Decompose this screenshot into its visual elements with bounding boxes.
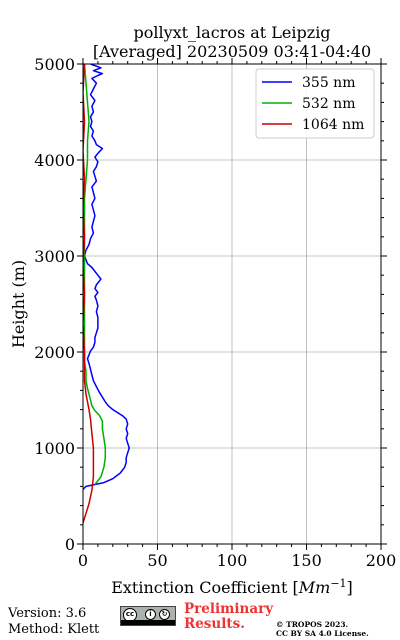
x-axis-label-unit: Mm (298, 578, 331, 597)
y-tick-label: 4000 (34, 151, 75, 170)
method-text: Method: Klett (8, 622, 100, 637)
x-tick-label: 50 (147, 551, 167, 570)
version-text: Version: 3.6 (8, 606, 87, 621)
x-tick-label: 100 (217, 551, 248, 570)
series-line-1064-nm (83, 64, 95, 524)
legend-box (255, 68, 375, 139)
x-tick-label: 0 (78, 551, 88, 570)
preliminary-line-1: Preliminary (184, 601, 274, 617)
copyright-notice: © TROPOS 2023. CC BY SA 4.0 License. (276, 620, 369, 638)
legend-label: 532 nm (302, 96, 355, 112)
series-line-532-nm (83, 64, 107, 485)
chart-subtitle: [Averaged] 20230509 03:41-04:40 (93, 42, 371, 61)
y-tick-label: 0 (65, 535, 75, 554)
y-axis-label: Height (m) (9, 260, 28, 348)
x-axis-label-text: Extinction Coefficient (111, 578, 288, 597)
y-tick-label: 2000 (34, 343, 75, 362)
preliminary-notice: Preliminary Results. (184, 602, 273, 632)
y-tick-label: 3000 (34, 247, 75, 266)
series-line-355-nm (83, 64, 130, 491)
y-tick-label: 1000 (34, 439, 75, 458)
legend-label: 1064 nm (302, 117, 364, 133)
x-tick-label: 200 (366, 551, 397, 570)
chart-title: pollyxt_lacros at Leipzig (133, 23, 330, 42)
y-tick-label: 5000 (34, 55, 75, 74)
x-axis-label: Extinction Coefficient [Mm−1] (111, 577, 353, 597)
x-axis-label-exponent: −1 (330, 577, 346, 590)
cc-by-sa-icon: cc i ↻ (120, 606, 176, 626)
copyright-line-1: © TROPOS 2023. (276, 620, 349, 629)
copyright-line-2: CC BY SA 4.0 License. (276, 629, 369, 638)
preliminary-line-2: Results. (184, 616, 245, 632)
cc-badge-bar (121, 620, 175, 625)
legend: 355 nm 532 nm 1064 nm (255, 68, 375, 139)
legend-label: 355 nm (302, 75, 355, 91)
sa-circle-icon: ↻ (159, 609, 170, 620)
by-circle-icon: i (145, 609, 156, 620)
x-tick-label: 150 (291, 551, 322, 570)
series-lines (83, 64, 130, 524)
